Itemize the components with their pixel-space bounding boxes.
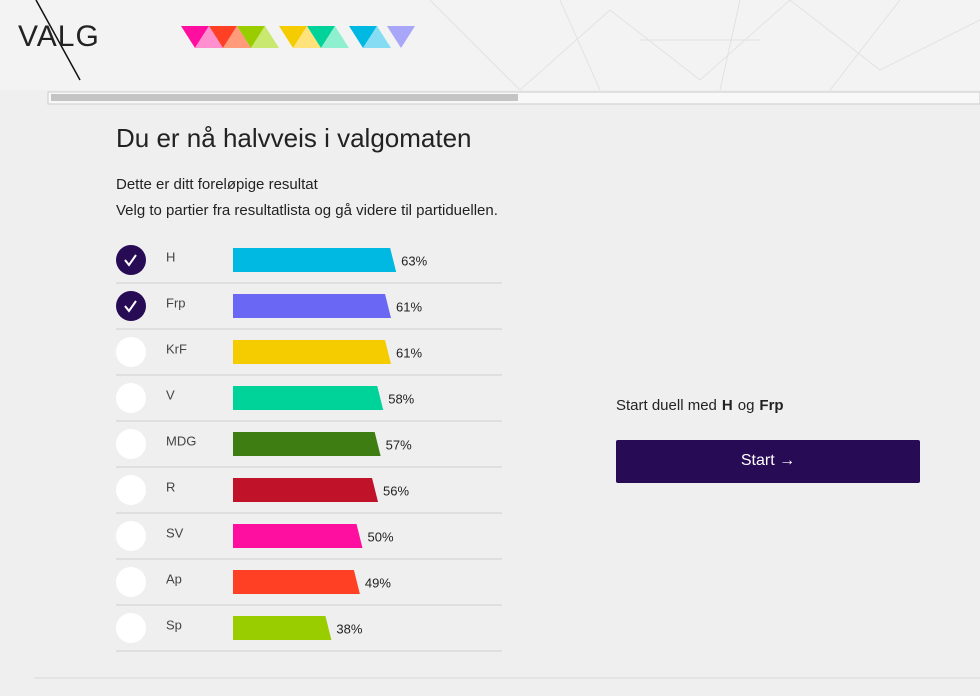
party-name: MDG [166,433,196,448]
result-label: 56% [383,483,409,498]
duel-first: H [722,397,733,414]
result-bar [233,386,384,410]
result-bar [233,340,391,364]
result-bar [233,570,360,594]
duel-second: Frp [759,397,783,414]
duel-joiner: og [738,397,755,414]
result-label: 61% [396,345,422,360]
result-label: 50% [368,529,394,544]
start-button-label[interactable]: Start → [741,452,795,469]
select-circle[interactable] [116,245,146,275]
result-label: 38% [336,621,362,636]
party-name: Sp [166,617,182,632]
header-bg [0,0,980,90]
page-title: Du er nå halvveis i valgomaten [116,123,472,153]
logo-triangles [181,26,415,48]
result-label: 49% [365,575,391,590]
check-mark [124,300,137,313]
select-circle[interactable] [116,337,146,367]
select-circle[interactable] [116,567,146,597]
party-name: V [166,387,175,402]
result-label: 61% [396,299,422,314]
select-circle[interactable] [116,291,146,321]
select-circle[interactable] [116,613,146,643]
result-bar [233,524,363,548]
party-name: Frp [166,295,186,310]
select-circle[interactable] [116,521,146,551]
result-bar [233,294,391,318]
check-mark [124,254,137,267]
party-name: R [166,479,175,494]
result-bar [233,616,332,640]
result-label: 58% [388,391,414,406]
logo: VALG [18,20,100,53]
select-circle[interactable] [116,475,146,505]
select-circle[interactable] [116,383,146,413]
header-pattern [429,0,980,91]
result-label: 57% [386,437,412,452]
instruction: Velg to partier fra resultatlista og gå … [116,202,498,219]
result-bar [233,432,381,456]
result-bar [233,478,379,502]
duel-prefix: Start duell med [616,397,717,414]
party-name: SV [166,525,184,540]
logo-slash [35,0,81,81]
party-name: H [166,249,175,264]
party-name: KrF [166,341,187,356]
result-label: 63% [401,253,427,268]
subtitle: Dette er ditt foreløpige resultat [116,176,319,193]
party-name: Ap [166,571,182,586]
start-button[interactable] [616,440,920,483]
select-circle[interactable] [116,429,146,459]
scrollbar-thumb[interactable] [51,94,518,101]
result-bar [233,248,397,272]
